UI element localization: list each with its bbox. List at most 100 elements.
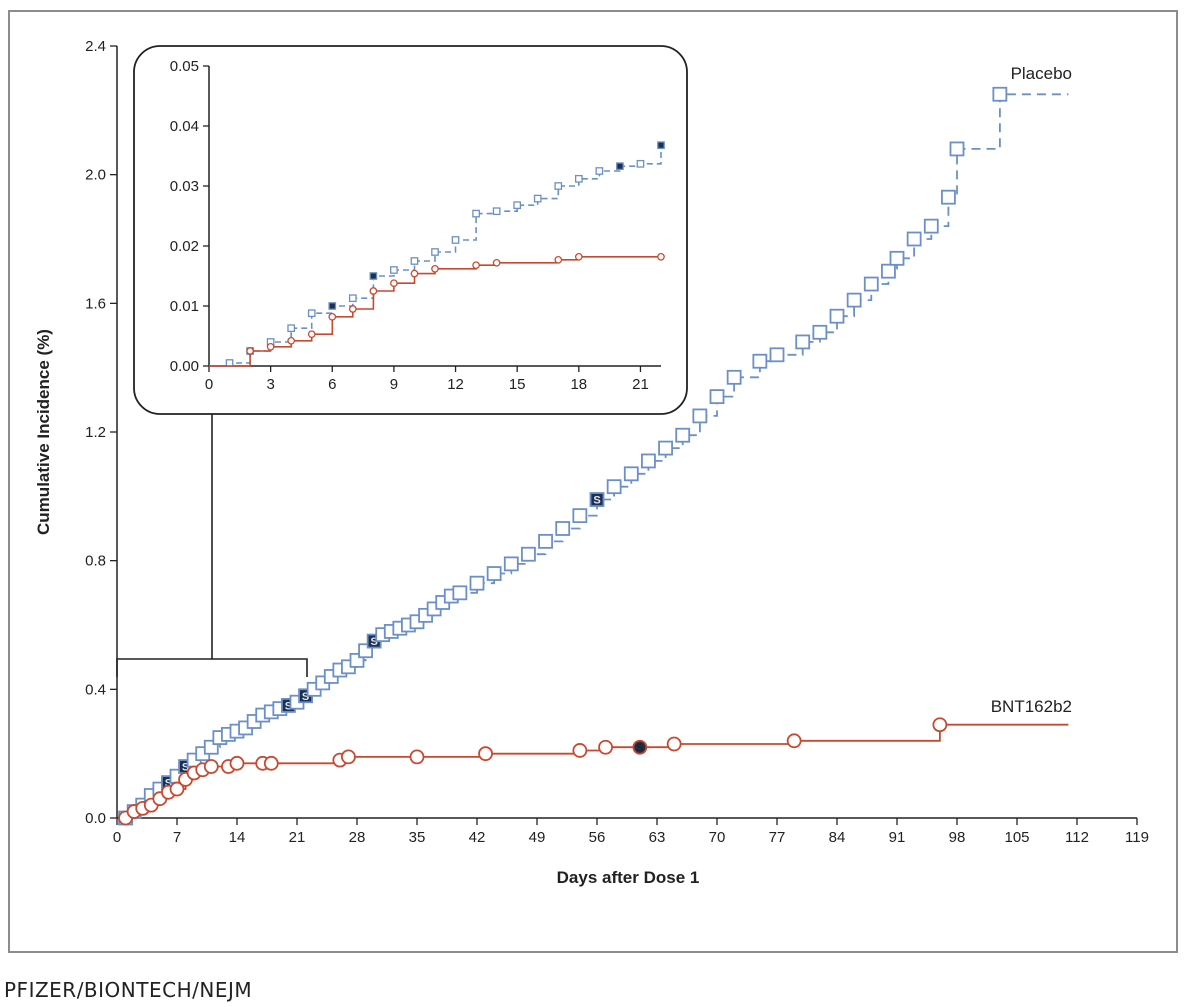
x-tick-label: 91	[889, 829, 906, 846]
bnt162b2-case-marker	[341, 749, 356, 765]
placebo-case-marker	[923, 218, 939, 234]
x-tick-label: 21	[289, 829, 306, 846]
severe-case-label: S	[285, 700, 292, 712]
placebo-case-marker	[606, 479, 622, 495]
y-axis-title: Cumulative Incidence (%)	[34, 329, 53, 535]
placebo-case-marker	[675, 427, 691, 443]
placebo-case-marker	[431, 248, 439, 256]
x-tick-label: 21	[632, 376, 649, 393]
inset-panel: 0.00 0.01 0.02 0.03 0.04 0.05 0 3 6 9 12 15 18 21	[133, 45, 688, 415]
placebo-case-marker	[658, 440, 673, 456]
bnt162b2-case-marker	[203, 759, 219, 774]
placebo-case-marker	[472, 209, 480, 218]
y-tick-label: 1.2	[85, 424, 106, 441]
bnt162b2-case-marker	[598, 739, 613, 755]
bnt162b2-series-label: BNT162b2	[991, 697, 1072, 716]
placebo-case-marker	[348, 294, 357, 303]
placebo-case-marker	[533, 194, 542, 203]
bnt162b2-case-marker	[307, 330, 316, 339]
x-tick-label: 42	[469, 829, 486, 846]
placebo-case-marker	[881, 263, 896, 279]
bnt162b2-case-marker	[246, 347, 254, 355]
y-tick-label: 0.4	[85, 681, 106, 698]
placebo-case-marker	[492, 207, 501, 216]
x-tick-label: 3	[266, 376, 274, 393]
bnt162b2-case-marker	[263, 755, 279, 771]
placebo-case-marker	[636, 159, 645, 168]
bnt162b2-case-marker	[431, 264, 439, 273]
bnt162b2-case-marker	[328, 312, 337, 321]
bnt162b2-case-marker	[657, 252, 665, 261]
y-tick-label: 0.03	[170, 178, 199, 195]
x-tick-label: 7	[173, 829, 181, 846]
x-tick-label: 9	[390, 376, 398, 393]
bnt162b2-case-marker	[229, 755, 245, 771]
placebo-case-marker	[992, 86, 1008, 102]
main-series-labels: Placebo BNT162b2	[991, 64, 1072, 716]
y-tick-label: 1.6	[85, 295, 106, 312]
bnt162b2-case-marker	[574, 252, 583, 261]
placebo-case-marker	[555, 521, 571, 536]
placebo-case-marker	[846, 292, 862, 308]
placebo-case-marker	[469, 575, 485, 591]
bnt162b2-case-marker	[472, 261, 480, 270]
x-tick-label: 35	[409, 829, 426, 846]
severe-case-label: S	[636, 742, 643, 754]
placebo-series-label: Placebo	[1011, 64, 1072, 83]
placebo-case-marker	[709, 389, 725, 405]
bnt162b2-case-marker	[786, 733, 802, 749]
bnt162b2-case-marker	[390, 279, 398, 288]
bnt162b2-case-marker	[410, 269, 419, 278]
placebo-case-marker	[795, 334, 811, 350]
y-tick-label: 0.04	[170, 118, 199, 135]
severe-case-label: S	[302, 691, 309, 703]
x-tick-label: 98	[949, 829, 966, 846]
x-tick-label: 28	[349, 829, 366, 846]
y-tick-label: 0.8	[85, 553, 106, 570]
bnt162b2-series-line	[125, 723, 1069, 819]
placebo-case-marker	[538, 533, 553, 549]
x-tick-label: 15	[509, 376, 526, 393]
placebo-case-marker	[328, 302, 337, 310]
placebo-case-marker	[623, 466, 639, 482]
placebo-case-marker	[452, 585, 468, 601]
y-tick-label: 0.01	[170, 298, 199, 315]
x-tick-label: 105	[1004, 829, 1029, 846]
y-tick-label: 0.02	[170, 238, 199, 255]
placebo-case-marker	[287, 324, 296, 333]
bnt162b2-case-marker	[632, 739, 648, 755]
placebo-case-marker	[752, 353, 768, 369]
x-tick-label: 0	[113, 829, 121, 846]
bnt162b2-case-marker	[554, 255, 563, 264]
placebo-case-marker	[451, 236, 460, 244]
placebo-case-marker	[941, 189, 956, 205]
y-tick-label: 0.0	[85, 810, 106, 827]
placebo-case-marker	[572, 508, 588, 524]
bnt162b2-case-marker	[266, 342, 275, 351]
placebo-case-marker	[812, 324, 828, 340]
x-tick-label: 84	[829, 829, 846, 846]
placebo-case-marker	[595, 167, 604, 175]
bnt162b2-case-marker	[287, 336, 296, 345]
bnt162b2-series-line	[209, 256, 661, 367]
placebo-case-marker	[486, 566, 502, 581]
x-tick-label: 49	[529, 829, 546, 846]
placebo-case-marker	[889, 250, 905, 266]
severe-case-label: S	[370, 636, 377, 648]
placebo-case-marker	[574, 174, 583, 183]
x-tick-label: 56	[589, 829, 606, 846]
x-tick-label: 119	[1125, 829, 1149, 846]
x-tick-label: 70	[709, 829, 726, 846]
bnt162b2-case-marker	[492, 258, 501, 267]
placebo-case-marker	[726, 369, 742, 385]
bnt162b2-case-marker	[478, 746, 493, 762]
placebo-case-marker	[769, 347, 785, 363]
bnt162b2-case-marker	[348, 305, 357, 313]
x-tick-label: 12	[447, 376, 464, 393]
placebo-case-marker	[410, 257, 419, 265]
image-credit: PFIZER/BIONTECH/NEJM	[4, 978, 253, 1002]
placebo-case-marker	[390, 266, 398, 274]
placebo-case-marker	[641, 453, 656, 469]
